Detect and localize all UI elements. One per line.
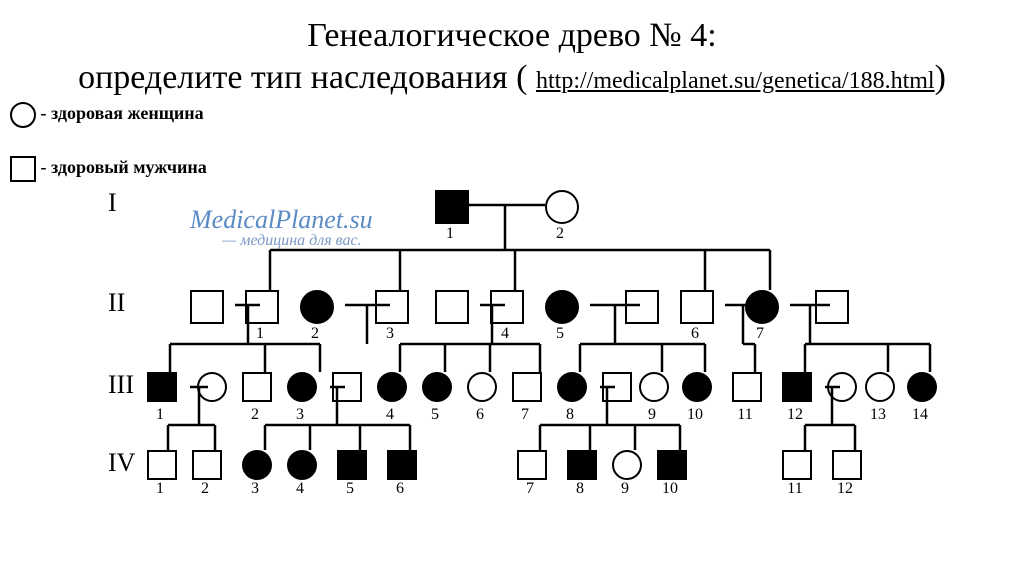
person-IV-12	[832, 450, 862, 480]
person-III-9	[639, 372, 669, 402]
person-num-II-7: 7	[745, 325, 775, 343]
person-num-I-1: 1	[435, 225, 465, 243]
person-IV-3	[242, 450, 272, 480]
person-IV-7	[517, 450, 547, 480]
gen-label-II: II	[108, 288, 125, 318]
person-num-III-5: 5	[420, 406, 450, 424]
person-I-1	[435, 190, 469, 224]
person-III-12	[782, 372, 812, 402]
person-num-IV-7: 7	[515, 480, 545, 498]
person-II-1	[245, 290, 279, 324]
person-III-1	[147, 372, 177, 402]
person-IV-4	[287, 450, 317, 480]
person-num-II-5: 5	[545, 325, 575, 343]
person-III-8	[557, 372, 587, 402]
person-IV-10	[657, 450, 687, 480]
person-num-III-13: 13	[863, 406, 893, 424]
person-num-III-8: 8	[555, 406, 585, 424]
person-num-II-3: 3	[375, 325, 405, 343]
person-num-IV-2: 2	[190, 480, 220, 498]
person-III-spouse	[332, 372, 362, 402]
person-II-7	[745, 290, 779, 324]
person-I-2	[545, 190, 579, 224]
person-III-13	[865, 372, 895, 402]
person-num-III-12: 12	[780, 406, 810, 424]
gen-label-IV: IV	[108, 448, 135, 478]
person-num-III-14: 14	[905, 406, 935, 424]
person-num-III-6: 6	[465, 406, 495, 424]
person-num-II-6: 6	[680, 325, 710, 343]
person-IV-2	[192, 450, 222, 480]
person-num-IV-9: 9	[610, 480, 640, 498]
person-num-II-4: 4	[490, 325, 520, 343]
person-II-spouse	[190, 290, 224, 324]
person-IV-5	[337, 450, 367, 480]
person-num-I-2: 2	[545, 225, 575, 243]
person-IV-6	[387, 450, 417, 480]
person-num-II-1: 1	[245, 325, 275, 343]
person-num-IV-5: 5	[335, 480, 365, 498]
person-II-4	[490, 290, 524, 324]
person-num-III-3: 3	[285, 406, 315, 424]
person-III-4	[377, 372, 407, 402]
person-num-IV-11: 11	[780, 480, 810, 498]
person-num-IV-12: 12	[830, 480, 860, 498]
person-num-III-2: 2	[240, 406, 270, 424]
person-num-IV-4: 4	[285, 480, 315, 498]
person-num-III-1: 1	[145, 406, 175, 424]
person-num-IV-8: 8	[565, 480, 595, 498]
person-III-11	[732, 372, 762, 402]
person-IV-9	[612, 450, 642, 480]
person-num-IV-10: 10	[655, 480, 685, 498]
person-num-III-11: 11	[730, 406, 760, 424]
person-num-IV-1: 1	[145, 480, 175, 498]
person-III-spouse	[602, 372, 632, 402]
gen-label-I: I	[108, 188, 117, 218]
person-IV-8	[567, 450, 597, 480]
person-num-III-4: 4	[375, 406, 405, 424]
person-num-IV-6: 6	[385, 480, 415, 498]
person-II-5	[545, 290, 579, 324]
person-II-2	[300, 290, 334, 324]
person-II-spouse	[435, 290, 469, 324]
person-III-10	[682, 372, 712, 402]
person-III-6	[467, 372, 497, 402]
pedigree-chart: IIIIIIIV12123456712345678910111213141234…	[0, 0, 1024, 576]
person-num-IV-3: 3	[240, 480, 270, 498]
person-num-III-10: 10	[680, 406, 710, 424]
person-II-spouse	[815, 290, 849, 324]
person-IV-1	[147, 450, 177, 480]
person-num-III-7: 7	[510, 406, 540, 424]
person-III-5	[422, 372, 452, 402]
person-III-3	[287, 372, 317, 402]
person-III-2	[242, 372, 272, 402]
person-II-6	[680, 290, 714, 324]
gen-label-III: III	[108, 370, 134, 400]
person-III-14	[907, 372, 937, 402]
person-III-7	[512, 372, 542, 402]
person-III-spouse	[197, 372, 227, 402]
person-II-3	[375, 290, 409, 324]
person-num-II-2: 2	[300, 325, 330, 343]
person-III-spouse	[827, 372, 857, 402]
person-IV-11	[782, 450, 812, 480]
person-II-spouse	[625, 290, 659, 324]
person-num-III-9: 9	[637, 406, 667, 424]
